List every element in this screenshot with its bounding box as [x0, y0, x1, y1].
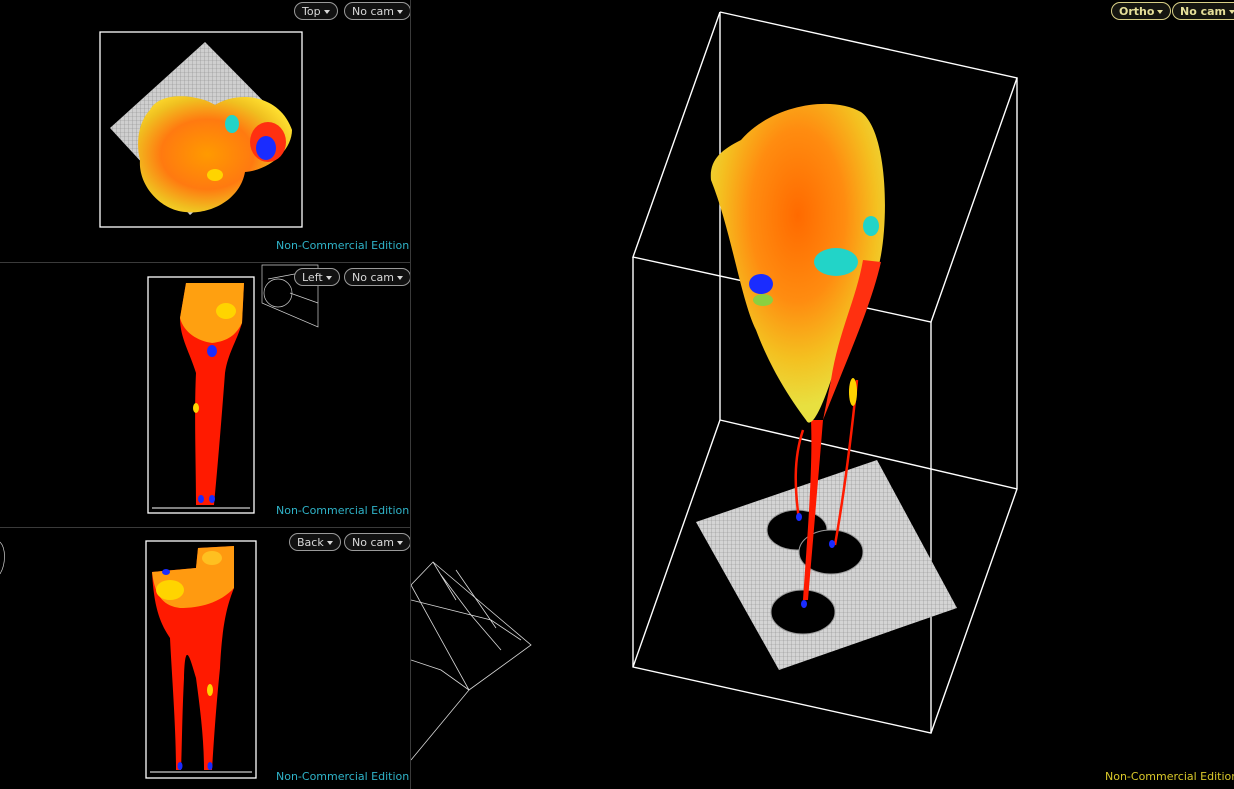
camera-select-button[interactable]: No cam	[344, 268, 410, 286]
perspective-scene	[411, 11, 1018, 761]
pane-divider[interactable]	[0, 262, 410, 263]
view-select-button[interactable]: Top	[294, 2, 338, 20]
chevron-down-icon	[396, 10, 403, 14]
view-select-button[interactable]: Back	[289, 533, 341, 551]
camera-wireframe	[0, 541, 5, 575]
viewport-top[interactable]: Top No cam Non-Commercial Edition	[0, 0, 410, 262]
chevron-down-icon	[323, 10, 330, 14]
chevron-down-icon	[1229, 10, 1234, 14]
camera-select-button[interactable]: No cam	[344, 533, 410, 551]
chevron-down-icon	[396, 541, 403, 545]
chevron-down-icon	[326, 541, 333, 545]
view-select-label: Left	[302, 271, 323, 284]
edition-label: Non-Commercial Edition	[276, 504, 410, 517]
bounding-box	[99, 31, 303, 228]
edition-label: Non-Commercial Edition	[1105, 770, 1234, 783]
viewport-back[interactable]: Back No cam Non-Commercial Edition	[0, 528, 410, 789]
chevron-down-icon	[1157, 10, 1164, 14]
bounding-box	[147, 276, 255, 514]
view-select-label: Top	[302, 5, 321, 18]
smoke-volume	[180, 283, 244, 505]
view-select-button[interactable]: Left	[294, 268, 340, 286]
edition-label: Non-Commercial Edition	[276, 239, 410, 252]
back-view-scene	[0, 540, 257, 779]
chevron-down-icon	[325, 276, 332, 280]
pane-divider[interactable]	[410, 0, 411, 789]
projection-select-label: Ortho	[1119, 5, 1155, 18]
view-select-label: Back	[297, 536, 324, 549]
camera-select-label: No cam	[352, 5, 394, 18]
bounding-box	[632, 11, 1018, 734]
smoke-plume	[710, 103, 885, 608]
top-view-scene	[99, 31, 303, 228]
camera-select-label: No cam	[352, 271, 394, 284]
pane-divider[interactable]	[0, 527, 410, 528]
camera-select-button[interactable]: No cam	[1172, 2, 1234, 20]
bounding-box	[145, 540, 257, 779]
left-view-scene	[147, 264, 319, 514]
camera-select-label: No cam	[352, 536, 394, 549]
projection-select-button[interactable]: Ortho	[1111, 2, 1172, 20]
smoke-volume	[138, 96, 292, 213]
viewport-left[interactable]: Left No cam Non-Commercial Edition	[0, 263, 410, 527]
viewport-perspective[interactable]: Ortho No cam Non-Commercial Edition	[411, 0, 1234, 789]
camera-frustum	[411, 561, 532, 761]
camera-select-button[interactable]: No cam	[344, 2, 410, 20]
edition-label: Non-Commercial Edition	[276, 770, 410, 783]
chevron-down-icon	[396, 276, 403, 280]
camera-select-label: No cam	[1180, 5, 1226, 18]
